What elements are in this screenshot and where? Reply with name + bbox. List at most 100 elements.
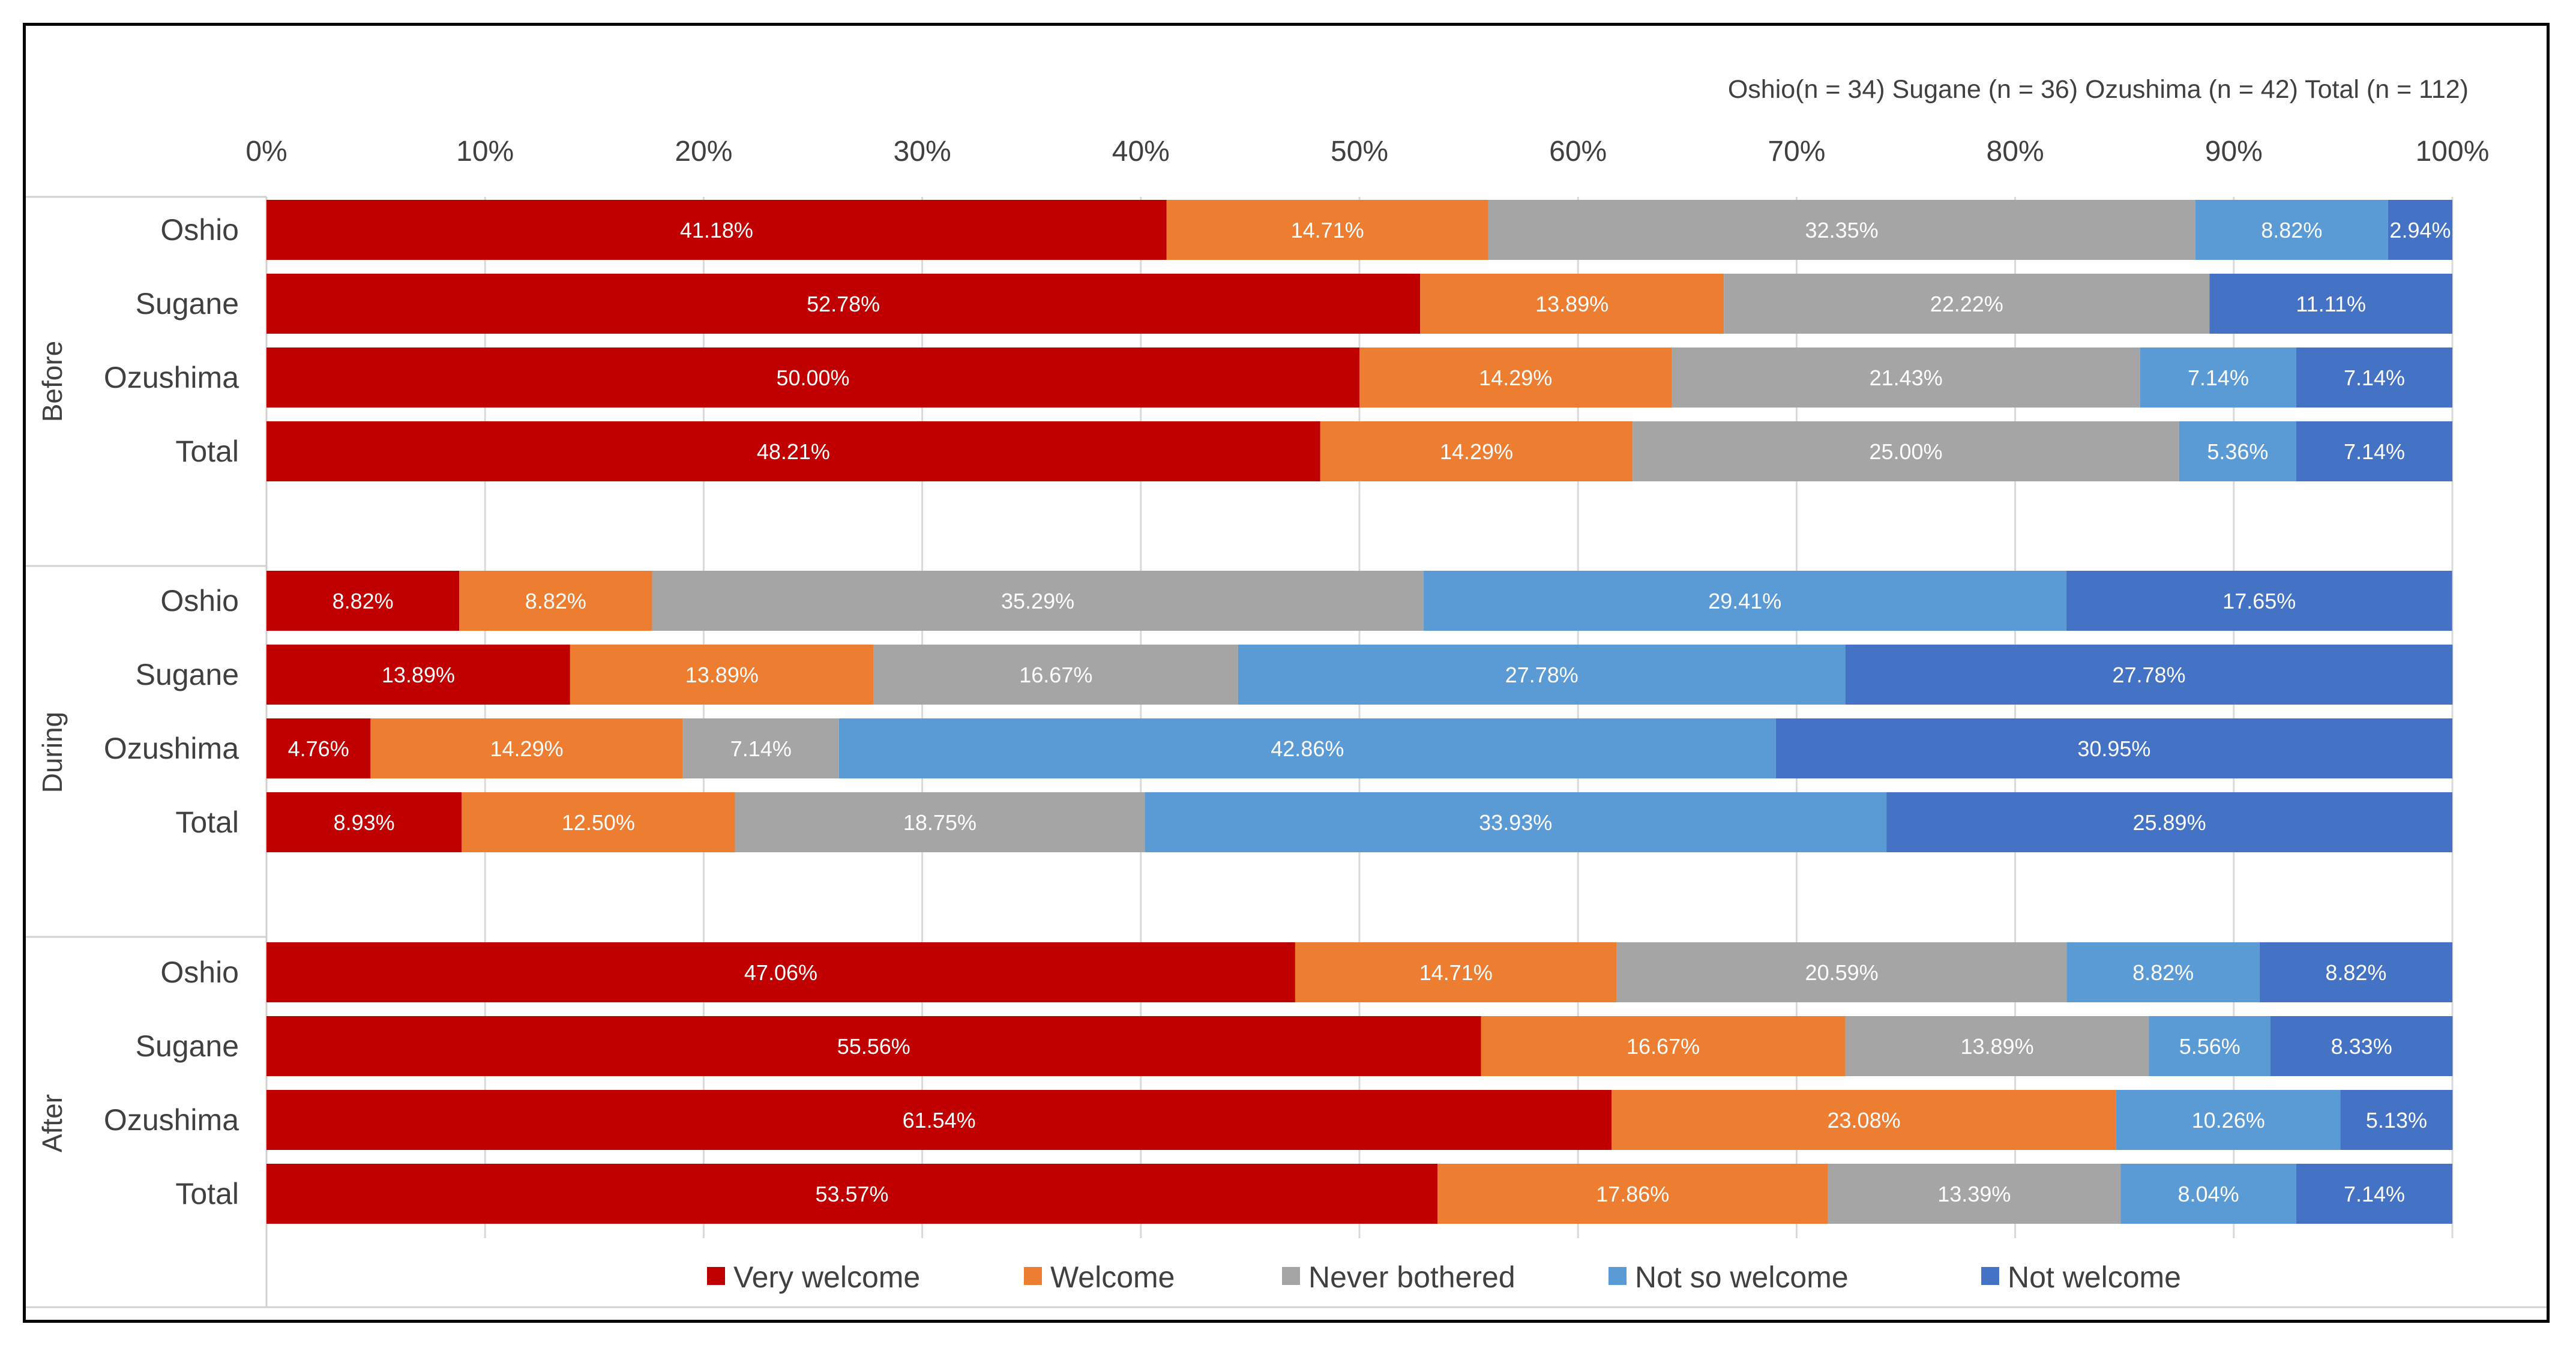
x-tick-label: 20% (675, 136, 732, 167)
data-label: 35.29% (1001, 589, 1074, 613)
bar-segment-very-welcome (266, 1016, 1481, 1076)
bar-segment-never-bothered (1724, 274, 2210, 334)
data-label: 10.26% (2192, 1108, 2265, 1133)
data-label: 27.78% (2112, 663, 2185, 687)
category-label: Total (175, 1177, 239, 1211)
data-label: 11.11% (2296, 292, 2366, 316)
data-label: 13.89% (1535, 292, 1608, 316)
data-label: 5.13% (2366, 1108, 2427, 1133)
bar-segment-not-welcome (2388, 200, 2452, 260)
bar-segment-not-welcome (2270, 1016, 2453, 1076)
data-label: 23.08% (1828, 1108, 1901, 1133)
data-label: 8.82% (2261, 218, 2322, 242)
legend-swatch-not-so-welcome (1608, 1267, 1627, 1285)
bar-segment-not-so-welcome (2120, 1164, 2296, 1224)
bar-segment-never-bothered (1488, 200, 2195, 260)
data-label: 25.89% (2132, 810, 2206, 835)
data-label: 14.29% (1440, 439, 1513, 464)
data-label: 7.14% (2188, 366, 2249, 390)
bar-segment-not-welcome (1845, 645, 2453, 705)
x-tick-label: 100% (2416, 136, 2490, 167)
legend-label-never-bothered: Never bothered (1308, 1260, 1515, 1294)
data-label: 20.59% (1805, 960, 1879, 985)
bar-segment-never-bothered (652, 571, 1424, 631)
bar-segment-welcome (570, 645, 874, 705)
data-label: 16.67% (1627, 1034, 1700, 1059)
data-label: 13.89% (1960, 1034, 2033, 1059)
bar-segment-not-so-welcome (1145, 792, 1887, 852)
data-label: 14.29% (490, 736, 564, 761)
bar-segment-very-welcome (266, 200, 1167, 260)
bar-segment-not-so-welcome (2066, 942, 2260, 1002)
data-label: 5.56% (2179, 1034, 2240, 1059)
data-label: 17.86% (1596, 1182, 1669, 1206)
chart-frame: 41.18% 14.71% 32.35% 8.82% 2.94% 52.78% 13.89%… (23, 23, 2550, 1323)
group-label-during: During (37, 712, 68, 793)
legend-swatch-welcome (1024, 1267, 1042, 1285)
bar-segment-welcome (1320, 421, 1633, 481)
bar-segment-very-welcome (266, 1164, 1438, 1224)
category-label: Ozushima (104, 732, 239, 765)
data-label: 48.21% (757, 439, 830, 464)
data-label: 8.33% (2331, 1034, 2392, 1059)
bar-segment-very-welcome (266, 718, 371, 778)
bar-segment-welcome (462, 792, 735, 852)
data-label: 8.82% (2325, 960, 2386, 985)
x-tick-label: 10% (456, 136, 514, 167)
category-label: Total (175, 805, 239, 839)
bar-segment-very-welcome (266, 421, 1320, 481)
bar-segment-not-welcome (2066, 571, 2452, 631)
bar-segment-never-bothered (1828, 1164, 2121, 1224)
x-tick-label: 50% (1331, 136, 1388, 167)
legend-label-not-so-welcome: Not so welcome (1635, 1260, 1849, 1294)
data-label: 47.06% (744, 960, 817, 985)
data-label: 8.82% (2132, 960, 2194, 985)
bar-segment-welcome (1420, 274, 1724, 334)
data-label: 14.29% (1479, 366, 1552, 390)
axis-and-category-labels: 0% 10% 20% 30% 40% 50% 60% 70% 80% 90% 100% Before O… (37, 136, 2489, 1211)
bar-segment-never-bothered (1845, 1016, 2149, 1076)
data-label: 42.86% (1271, 736, 1344, 761)
legend-swatch-not-welcome (1981, 1267, 1999, 1285)
data-label: 5.36% (2207, 439, 2268, 464)
data-label: 14.71% (1419, 960, 1493, 985)
data-label: 7.14% (2344, 366, 2405, 390)
category-label: Sugane (136, 1029, 239, 1063)
data-label: 7.14% (2344, 1182, 2405, 1206)
data-label: 53.57% (815, 1182, 888, 1206)
category-label: Ozushima (104, 361, 239, 394)
bar-segments: 41.18% 14.71% 32.35% 8.82% 2.94% 52.78% 13.89%… (266, 200, 2453, 1224)
category-label: Total (175, 435, 239, 468)
bar-segment-not-welcome (2296, 348, 2452, 408)
category-label: Oshio (160, 955, 239, 989)
bar-segment-welcome (459, 571, 652, 631)
bar-segment-very-welcome (266, 348, 1359, 408)
x-tick-label: 80% (1987, 136, 2044, 167)
sample-size-note: Oshio(n = 34) Sugane (n = 36) Ozushima (… (1728, 75, 2469, 104)
bar-segment-welcome (1295, 942, 1617, 1002)
data-label: 12.50% (562, 810, 635, 835)
data-label: 7.14% (730, 736, 792, 761)
bar-segment-never-bothered (682, 718, 839, 778)
data-label: 7.14% (2344, 439, 2405, 464)
group-label-after: After (37, 1094, 68, 1152)
bar-segment-not-so-welcome (838, 718, 1776, 778)
legend-swatch-very-welcome (707, 1267, 725, 1285)
data-label: 17.65% (2222, 589, 2296, 613)
bar-segment-not-so-welcome (2195, 200, 2388, 260)
data-label: 21.43% (1870, 366, 1943, 390)
data-label: 29.41% (1708, 589, 1781, 613)
bar-segment-very-welcome (266, 792, 462, 852)
data-label: 55.56% (837, 1034, 910, 1059)
data-label: 30.95% (2077, 736, 2150, 761)
category-label: Oshio (160, 584, 239, 618)
data-label: 25.00% (1869, 439, 1942, 464)
data-label: 2.94% (2389, 218, 2451, 242)
bar-segment-welcome (1612, 1090, 2116, 1150)
data-label: 13.89% (382, 663, 455, 687)
legend-label-not-welcome: Not welcome (2008, 1260, 2181, 1294)
bar-segment-very-welcome (266, 274, 1421, 334)
data-label: 22.22% (1930, 292, 2003, 316)
category-label: Sugane (136, 658, 239, 691)
category-label: Sugane (136, 287, 239, 320)
